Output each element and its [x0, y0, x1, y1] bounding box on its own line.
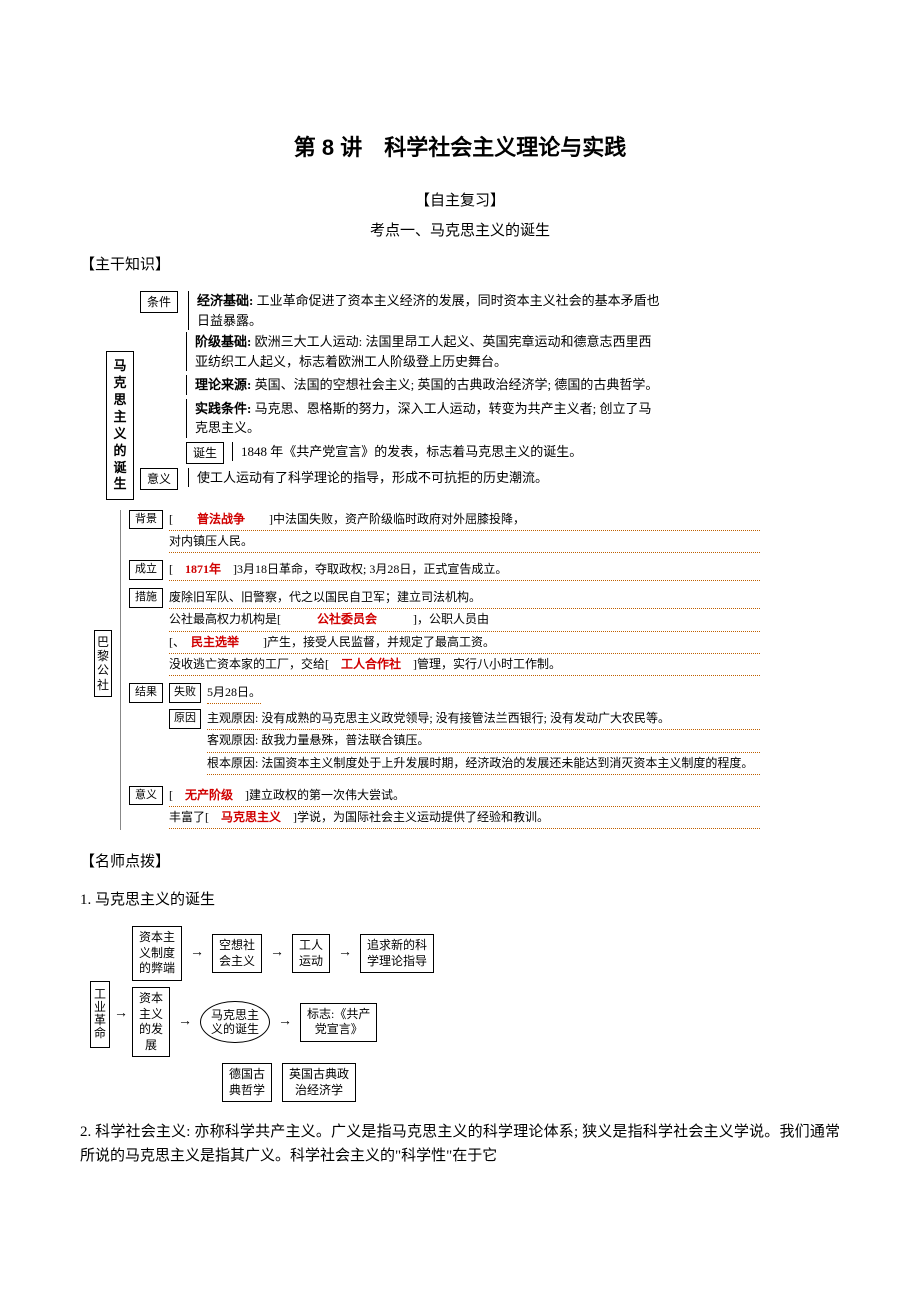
- arrow-icon: →: [110, 1003, 132, 1025]
- d3-box-dev: 资本 主义 的发 展: [132, 987, 170, 1057]
- d1-birth-tag: 诞生: [186, 442, 224, 464]
- d2-root-label: 巴 黎 公 社: [94, 630, 112, 698]
- d3-box-uk: 英国古典政 治经济学: [282, 1063, 356, 1102]
- d1-practice-cond: 实践条件: 马克思、恩格斯的努力，深入工人运动，转变为共产主义者; 创立了马克思…: [186, 399, 660, 438]
- diagram-paris-commune: 巴 黎 公 社 背景 [ 普法战争 ]中法国失败，资产阶级临时政府对外屈膝投降，…: [120, 510, 760, 830]
- d1-condition-tag: 条件: [140, 291, 178, 313]
- d2-bg-text: [ 普法战争 ]中法国失败，资产阶级临时政府对外屈膝投降， 对内镇压人民。: [169, 510, 760, 554]
- d1-class-basis: 阶级基础: 欧洲三大工人运动: 法国里昂工人起义、英国宪章运动和德意志西里西亚纺…: [186, 332, 660, 371]
- tip2-text: 2. 科学社会主义: 亦称科学共产主义。广义是指马克思主义的科学理论体系; 狭义…: [80, 1120, 840, 1168]
- d1-theory-source: 理论来源: 英国、法国的空想社会主义; 英国的古典政治经济学; 德国的古典哲学。: [186, 375, 660, 395]
- arrow-icon: →: [174, 1011, 196, 1033]
- arrow-icon: →: [274, 1011, 296, 1033]
- d2-meas-text: 废除旧军队、旧警察，代之以国民自卫军；建立司法机构。 公社最高权力机构是[ 公社…: [169, 588, 760, 677]
- d3-root: 工 业 革 命: [90, 981, 110, 1048]
- d2-cause-tag: 原因: [169, 709, 201, 729]
- d2-cause-3: 根本原因: 法国资本主义制度处于上升发展时期，经济政治的发展还未能达到消灭资本主…: [207, 754, 760, 775]
- page-title: 第 8 讲 科学社会主义理论与实践: [80, 130, 840, 165]
- d2-mean-tag: 意义: [129, 786, 163, 806]
- d3-box-flaw: 资本主 义制度 的弊端: [132, 926, 182, 981]
- arrow-icon: →: [186, 942, 208, 964]
- d2-res-tag: 结果: [129, 683, 163, 703]
- d1-condition-text: 经济基础: 工业革命促进了资本主义经济的发展，同时资本主义社会的基本矛盾也日益暴…: [188, 291, 660, 330]
- section-main-knowledge: 【主干知识】: [80, 253, 840, 277]
- d2-meas-tag: 措施: [129, 588, 163, 608]
- d2-mean-text: [ 无产阶级 ]建立政权的第一次伟大尝试。 丰富了[ 马克思主义 ]学说，为国际…: [169, 786, 760, 830]
- d1-meaning-text: 使工人运动有了科学理论的指导，形成不可抗拒的历史潮流。: [188, 468, 660, 488]
- d3-box-seek: 追求新的科 学理论指导: [360, 934, 434, 973]
- d3-box-mark: 标志:《共产 党宣言》: [300, 1003, 377, 1042]
- d2-est-tag: 成立: [129, 560, 163, 580]
- d3-oval-birth: 马克思主 义的诞生: [200, 1001, 270, 1044]
- d2-fail-tag: 失败: [169, 683, 201, 703]
- review-label: 【自主复习】: [80, 189, 840, 213]
- point1-label: 考点一、马克思主义的诞生: [80, 219, 840, 243]
- d3-box-utopia: 空想社 会主义: [212, 934, 262, 973]
- arrow-icon: →: [266, 942, 288, 964]
- d3-box-worker: 工人 运动: [292, 934, 330, 973]
- d1-meaning-tag: 意义: [140, 468, 178, 490]
- d1-birth-text: 1848 年《共产党宣言》的发表，标志着马克思主义的诞生。: [232, 442, 660, 462]
- diagram-flowchart: 工 业 革 命 → 资本主 义制度 的弊端 → 空想社 会主义 → 工人 运动 …: [90, 926, 840, 1102]
- d2-cause-2: 客观原因: 敌我力量悬殊，普法联合镇压。: [207, 731, 760, 752]
- d3-box-de: 德国古 典哲学: [222, 1063, 272, 1102]
- d2-fail-text: 5月28日。: [207, 683, 261, 704]
- d2-bg-tag: 背景: [129, 510, 163, 530]
- tip1-label: 1. 马克思主义的诞生: [80, 888, 840, 912]
- d2-cause-1: 主观原因: 没有成熟的马克思主义政党领导; 没有接管法兰西银行; 没有发动广大农…: [207, 709, 760, 730]
- arrow-icon: →: [334, 942, 356, 964]
- section-tips: 【名师点拨】: [80, 850, 840, 874]
- d2-est-text: [ 1871年 ]3月18日革命，夺取政权; 3月28日，正式宣告成立。: [169, 560, 760, 582]
- d1-root-label: 马 克 思 主 义 的 诞 生: [106, 351, 134, 500]
- diagram-marxism-birth: 马 克 思 主 义 的 诞 生 条件 经济基础: 工业革命促进了资本主义经济的发…: [140, 291, 660, 490]
